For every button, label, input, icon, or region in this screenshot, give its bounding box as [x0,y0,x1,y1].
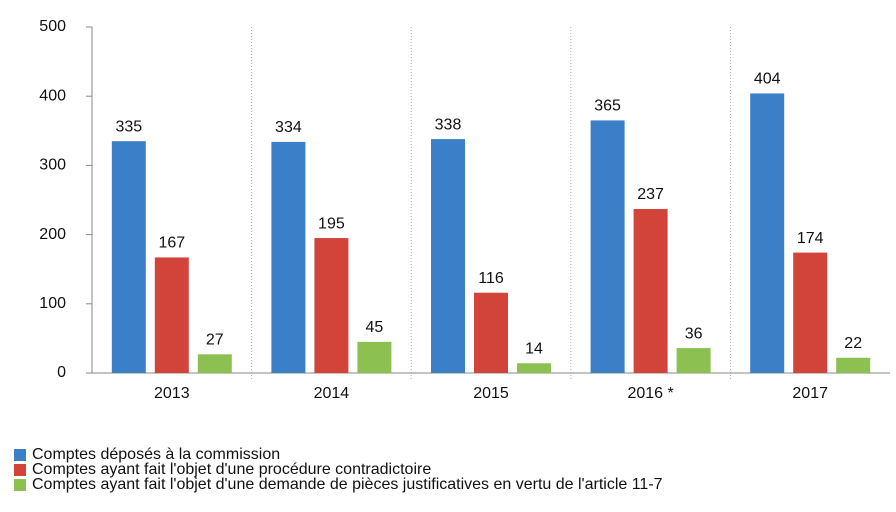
value-label: 404 [754,71,781,88]
bar [590,120,625,373]
value-label: 116 [478,270,504,287]
y-tick-label: 0 [57,364,66,381]
bar [474,292,508,373]
x-tick-label: 2014 [314,385,350,402]
bar [271,141,306,373]
bar [676,348,711,373]
value-label: 338 [435,116,462,133]
legend-swatch [14,449,26,461]
y-tick-label: 500 [39,18,66,35]
bar [111,141,146,373]
legend-swatch [14,464,26,476]
value-label: 27 [206,332,224,349]
value-label: 195 [318,215,345,232]
value-label: 14 [525,341,543,358]
bar [836,357,871,373]
legend-label: Comptes ayant fait l'objet d'une procédu… [32,461,431,478]
bar [517,363,551,373]
bar [633,208,668,373]
y-tick-label: 100 [39,295,66,312]
bar [431,139,465,373]
bar [793,252,828,373]
y-tick-label: 200 [39,226,66,243]
x-tick-label: 2017 [792,385,828,402]
x-tick-label: 2013 [154,385,190,402]
value-label: 334 [275,119,302,136]
x-tick-label: 2016 * [627,385,673,402]
bar [154,257,189,373]
bar [357,341,392,373]
bar [197,354,232,373]
bar [314,238,349,373]
legend-label: Comptes ayant fait l'objet d'une demande… [32,476,663,493]
value-label: 36 [685,325,703,342]
value-label: 335 [115,118,142,135]
x-tick-label: 2015 [473,385,509,402]
bar [750,93,785,373]
value-label: 237 [637,186,664,203]
value-label: 174 [797,230,824,247]
value-label: 365 [594,98,621,115]
y-tick-label: 400 [39,87,66,104]
legend-label: Comptes déposés à la commission [32,446,280,463]
value-label: 45 [366,319,384,336]
value-label: 22 [844,335,862,352]
value-label: 167 [158,235,185,252]
legend-swatch [14,479,26,491]
y-tick-label: 300 [39,157,66,174]
